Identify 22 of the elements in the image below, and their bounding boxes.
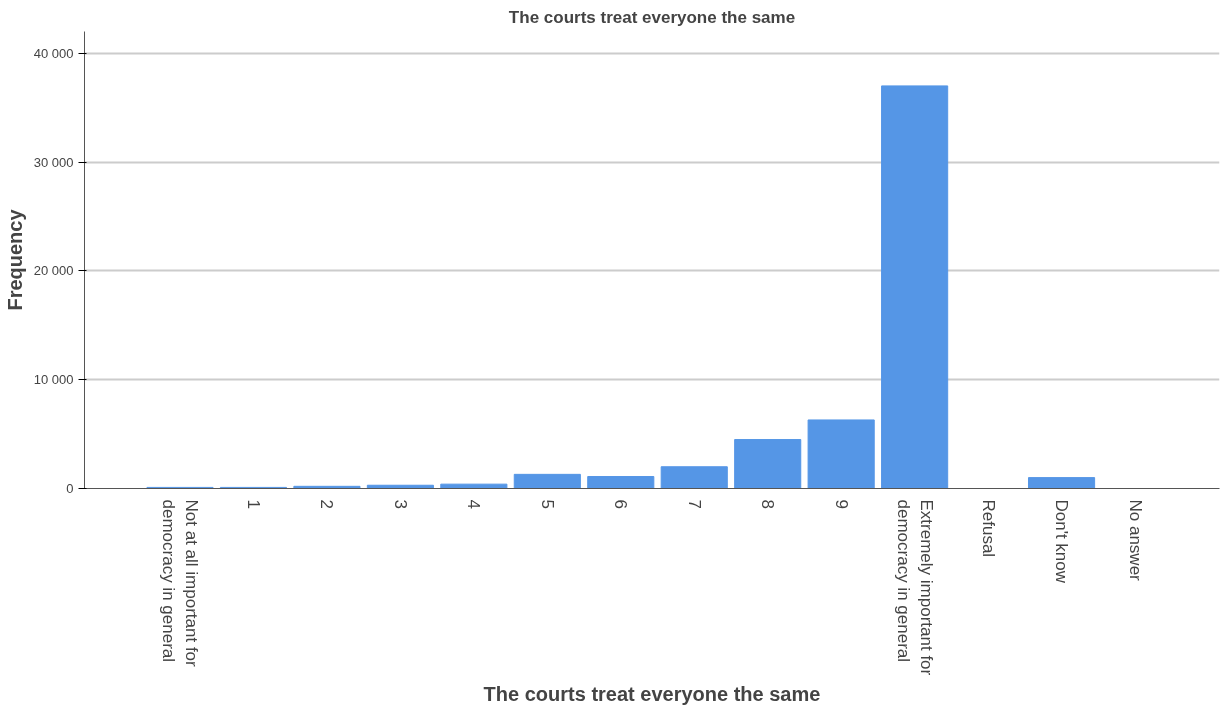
x-tick-label: 5 (537, 499, 557, 509)
x-tick-label: 3 (390, 499, 410, 509)
y-axis-title: Frequency (3, 208, 26, 311)
y-tick-label: 10 000 (33, 372, 74, 388)
x-tick-label: 6 (611, 499, 631, 509)
y-tick-label: 30 000 (33, 154, 74, 170)
x-axis-title: The courts treat everyone the same (483, 683, 821, 706)
x-tick-label: 8 (758, 499, 778, 509)
x-tick-label: Refusal (978, 499, 998, 558)
x-tick-label: 7 (684, 499, 704, 509)
y-tick-label: 40 000 (33, 45, 74, 61)
y-tick-label: 20 000 (33, 263, 74, 279)
x-tick-label: Don't know (1052, 499, 1072, 584)
x-tick-label: 9 (831, 499, 851, 509)
chart-title: The courts treat everyone the same (508, 7, 796, 27)
x-tick-label: Extremely important for democracy in general (893, 499, 936, 676)
x-tick-label: 2 (317, 499, 337, 509)
y-tick-label: 0 (66, 481, 74, 496)
x-tick-label: 4 (464, 499, 484, 509)
x-tick-label: Not at all important for democracy in general (159, 499, 201, 668)
x-tick-label: 1 (243, 499, 263, 509)
x-tick-label: No answer (1125, 499, 1145, 582)
